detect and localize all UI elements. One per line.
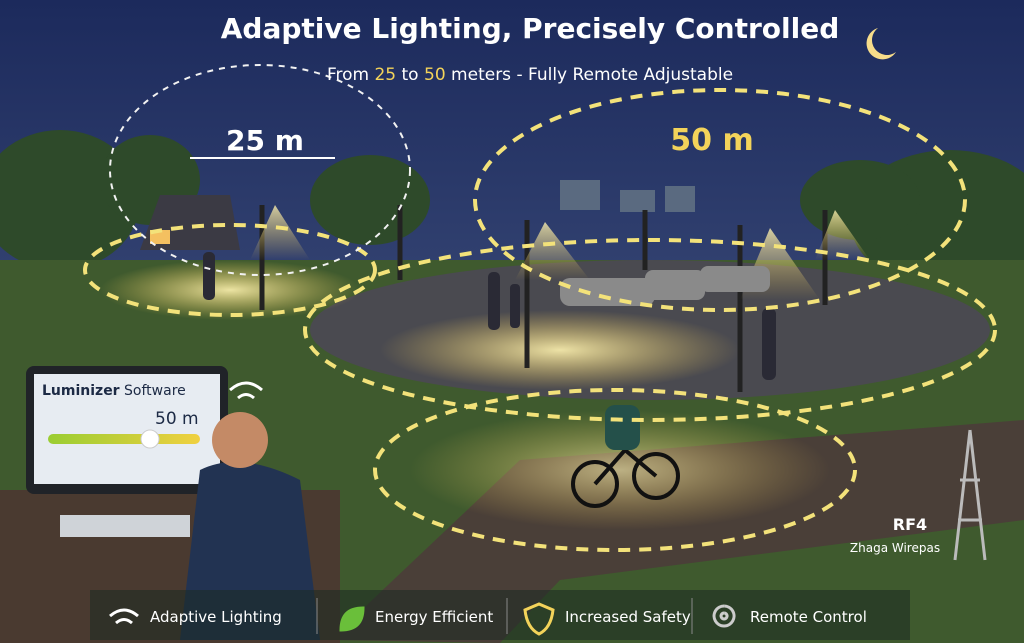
product: Software — [124, 383, 186, 399]
subtitle: From 25 to 50 meters - Fully Remote Adju… — [327, 65, 733, 85]
subtitle-text: From — [327, 65, 369, 85]
light-pool — [100, 260, 360, 320]
title: Adaptive Lighting, Precisely Controlled — [221, 12, 840, 45]
skyline — [560, 180, 695, 212]
moon — [866, 28, 896, 60]
software-setting: 50 m — [155, 409, 199, 429]
feature-label: Adaptive Lighting — [150, 608, 282, 626]
software-title: Luminizer Software — [42, 383, 186, 399]
feature-label: Increased Safety — [565, 608, 691, 626]
feature-icon — [339, 606, 365, 632]
feature-icon — [712, 604, 736, 628]
trees — [0, 130, 1024, 290]
feature-icon — [523, 602, 555, 636]
zone-50 — [303, 238, 997, 422]
people — [203, 252, 776, 380]
brand: Luminizer — [42, 383, 120, 399]
subtitle-min: 25 — [374, 65, 396, 85]
zone-label: 25 m — [226, 124, 304, 157]
tower — [953, 429, 987, 561]
cars — [560, 266, 770, 306]
feature-label: Remote Control — [750, 608, 867, 626]
zone-label: 50 m — [670, 123, 753, 158]
screen — [34, 374, 220, 484]
keyboard — [60, 515, 190, 537]
zone-path — [373, 388, 857, 552]
features: Adaptive Lighting Energy Efficient Increas… — [109, 598, 867, 636]
subtitle-max: 50 — [424, 65, 446, 85]
slider[interactable] — [48, 434, 200, 444]
feature-bar — [90, 590, 910, 640]
protocol: RF4 — [893, 515, 927, 534]
protocol-stack: Zhaga Wirepas — [850, 541, 940, 555]
feature-icon — [109, 608, 139, 625]
zone-50-outline — [473, 88, 967, 312]
cyclist — [571, 447, 680, 508]
feature-label: Energy Efficient — [375, 608, 493, 626]
zone-25-small — [83, 223, 377, 317]
slider-handle[interactable] — [140, 429, 160, 449]
cyclist-body — [605, 405, 640, 450]
light-pool — [410, 410, 830, 530]
wifi-icon — [229, 381, 263, 400]
light-pool — [380, 310, 740, 390]
subtitle-text: meters - Fully Remote Adjustable — [451, 65, 733, 85]
zone-25-outline — [109, 64, 411, 276]
subtitle-text: to — [402, 65, 419, 85]
operator-head — [212, 412, 268, 468]
